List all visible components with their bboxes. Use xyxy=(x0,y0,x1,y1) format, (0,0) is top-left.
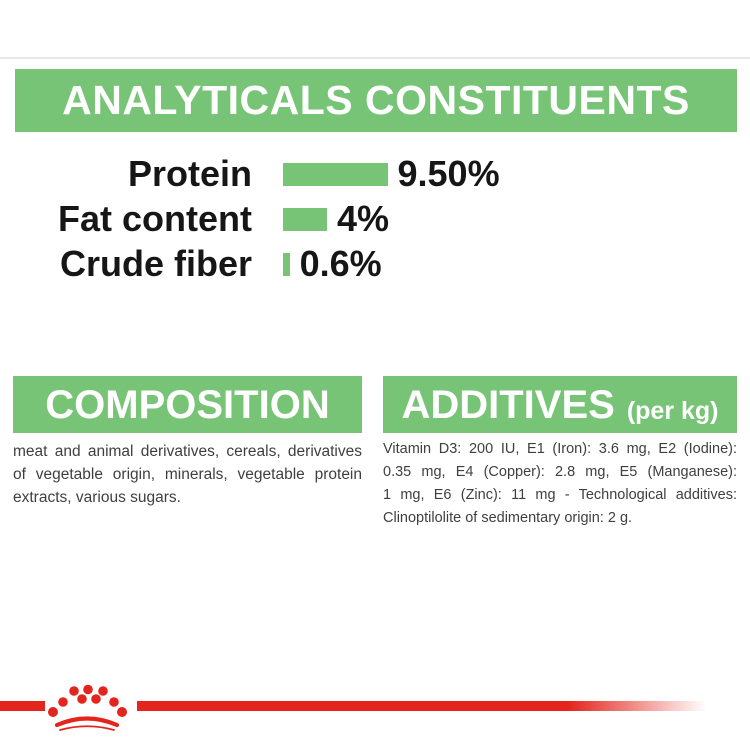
chart-bar-protein xyxy=(283,162,388,186)
additives-body-line: Clinoptilolite of sedimentary origin: 2 … xyxy=(383,510,633,526)
footer-red-rule-right xyxy=(137,701,712,711)
additives-body-line: 1 mg, E6 (Zinc): 11 mg - Technological a… xyxy=(383,487,737,503)
analyticals-header-banner: ANALYTICALS CONSTITUENTS xyxy=(15,69,737,132)
top-divider-rule xyxy=(0,57,750,59)
chart-row-protein: Protein 9.50% xyxy=(0,151,500,197)
composition-body-line: meat and animal derivatives, cereals, de… xyxy=(13,443,362,460)
chart-value-crude-fiber: 0.6% xyxy=(299,243,382,284)
chart-label-crude-fiber: Crude fiber xyxy=(59,243,252,284)
composition-body: meat and animal derivatives, cereals, de… xyxy=(13,440,362,509)
chart-row-crude-fiber: Crude fiber 0.6% xyxy=(0,241,382,287)
chart-value-fat-content: 4% xyxy=(337,198,390,239)
additives-title-suffix: (per kg) xyxy=(626,397,719,425)
chart-bar-crude-fiber xyxy=(283,252,290,276)
additives-header-banner: ADDITIVES (per kg) xyxy=(383,376,737,433)
additives-body: Vitamin D3: 200 IU, E1 (Iron): 3.6 mg, E… xyxy=(383,438,737,530)
chart-label-fat-content: Fat content xyxy=(58,198,252,239)
additives-body-line: 0.35 mg, E4 (Copper): 2.8 mg, E5 (Mangan… xyxy=(383,464,737,480)
additives-title: ADDITIVES xyxy=(401,382,615,427)
additives-body-line: Vitamin D3: 200 IU, E1 (Iron): 3.6 mg, E… xyxy=(383,441,737,457)
chart-row-fat-content: Fat content 4% xyxy=(0,196,389,242)
footer-red-rule-left xyxy=(0,701,45,711)
chart-value-protein: 9.50% xyxy=(397,153,500,194)
composition-body-line: extracts, various sugars. xyxy=(13,489,181,506)
composition-title: COMPOSITION xyxy=(45,382,330,427)
royal-canin-crown-logo-icon xyxy=(48,684,127,731)
chart-bar-fat-content xyxy=(283,207,327,231)
chart-label-protein: Protein xyxy=(127,153,252,194)
analyticals-title: ANALYTICALS CONSTITUENTS xyxy=(62,77,690,123)
composition-body-line: of vegetable origin, minerals, vegetable… xyxy=(13,466,362,483)
composition-header-banner: COMPOSITION xyxy=(13,376,362,433)
